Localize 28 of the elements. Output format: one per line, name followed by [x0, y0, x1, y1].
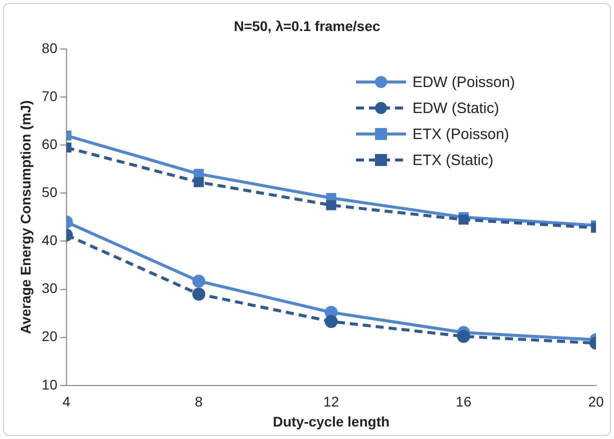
x-tick-label: 4 — [62, 394, 70, 410]
point — [194, 177, 204, 188]
point — [326, 200, 336, 210]
point — [458, 214, 469, 225]
y-tick-label: 40 — [42, 232, 58, 248]
point — [192, 288, 206, 301]
x-axis-title: Duty-cycle length — [272, 413, 390, 430]
y-tick-label: 30 — [42, 280, 58, 296]
y-tick-label: 70 — [42, 88, 58, 104]
point — [457, 330, 470, 343]
x-tick-label: 16 — [456, 394, 472, 410]
legend-label: ETX (Static) — [412, 152, 494, 168]
y-tick-label: 60 — [42, 136, 58, 152]
point — [192, 274, 206, 288]
legend-label: EDW (Poisson) — [412, 74, 515, 90]
point — [194, 168, 204, 179]
point — [324, 314, 338, 328]
legend-label: EDW (Static) — [412, 100, 500, 116]
legend-label: ETX (Poisson) — [412, 126, 510, 142]
y-tick-label: 80 — [42, 40, 58, 56]
chart-title: N=50, λ=0.1 frame/sec — [232, 18, 382, 34]
x-tick-label: 8 — [194, 394, 203, 410]
x-tick-label: 20 — [588, 394, 604, 410]
y-tick-label: 20 — [42, 328, 58, 344]
y-axis-title: Average Energy Consumption (mJ) — [17, 100, 34, 334]
x-tick-label: 12 — [323, 394, 340, 410]
y-tick-label: 50 — [42, 184, 58, 200]
y-tick-label: 10 — [42, 376, 58, 392]
